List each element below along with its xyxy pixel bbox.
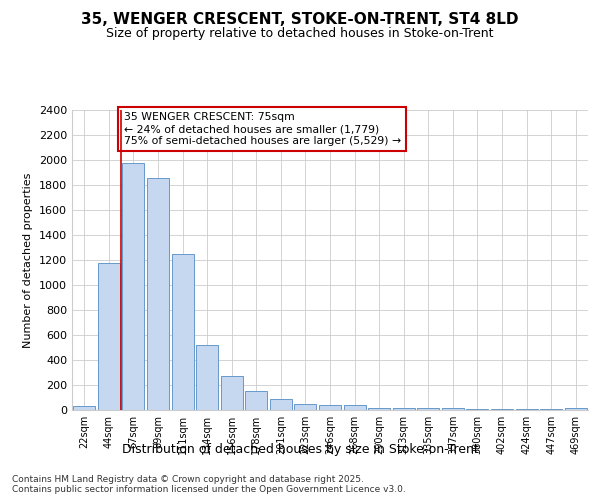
Text: Distribution of detached houses by size in Stoke-on-Trent: Distribution of detached houses by size … [122, 442, 478, 456]
Bar [245, 390, 268, 410]
Bar [98, 263, 120, 410]
Bar [417, 408, 439, 410]
Bar [73, 406, 95, 410]
Bar [319, 405, 341, 410]
Bar [221, 376, 243, 410]
Bar [147, 178, 169, 410]
Text: 35, WENGER CRESCENT, STOKE-ON-TRENT, ST4 8LD: 35, WENGER CRESCENT, STOKE-ON-TRENT, ST4… [81, 12, 519, 28]
Text: Contains HM Land Registry data © Crown copyright and database right 2025.
Contai: Contains HM Land Registry data © Crown c… [12, 475, 406, 494]
Bar [172, 254, 194, 410]
Bar [344, 405, 365, 410]
Text: Size of property relative to detached houses in Stoke-on-Trent: Size of property relative to detached ho… [106, 28, 494, 40]
Text: 35 WENGER CRESCENT: 75sqm
← 24% of detached houses are smaller (1,779)
75% of se: 35 WENGER CRESCENT: 75sqm ← 24% of detac… [124, 112, 401, 146]
Bar [196, 345, 218, 410]
Y-axis label: Number of detached properties: Number of detached properties [23, 172, 34, 348]
Bar [368, 408, 390, 410]
Bar [392, 408, 415, 410]
Bar [122, 163, 145, 410]
Bar [442, 408, 464, 410]
Bar [295, 404, 316, 410]
Bar [565, 408, 587, 410]
Bar [270, 399, 292, 410]
